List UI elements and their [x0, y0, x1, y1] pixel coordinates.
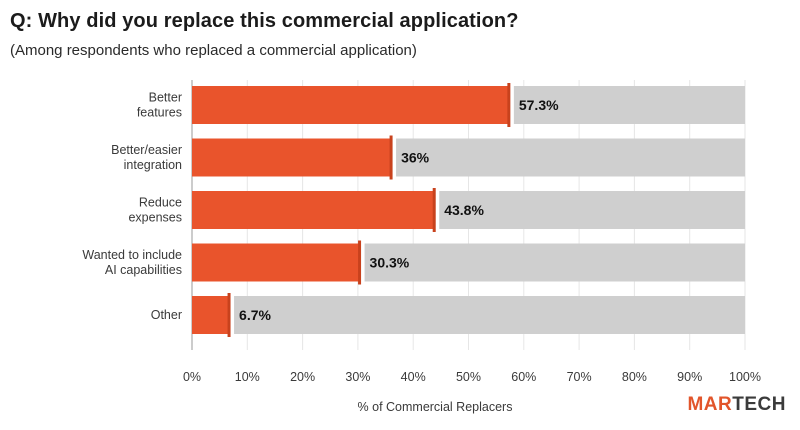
- bar-gap: [359, 243, 365, 282]
- x-tick-label: 0%: [183, 370, 201, 384]
- category-label: expenses: [128, 211, 182, 225]
- x-tick-label: 10%: [235, 370, 260, 384]
- category-label: features: [137, 106, 182, 120]
- bar: [192, 86, 509, 124]
- x-axis-label: % of Commercial Replacers: [357, 400, 513, 414]
- bar-end-cap: [389, 135, 393, 180]
- x-tick-label: 20%: [290, 370, 315, 384]
- category-label: Wanted to include: [82, 248, 182, 262]
- bar-gap: [434, 191, 440, 229]
- category-label: Better/easier: [111, 143, 182, 157]
- bar: [192, 138, 392, 177]
- x-tick-label: 80%: [622, 370, 647, 384]
- bar: [192, 296, 230, 334]
- bar: [192, 243, 360, 282]
- x-tick-label: 30%: [345, 370, 370, 384]
- bar-gap: [229, 296, 235, 334]
- x-tick-label: 60%: [511, 370, 536, 384]
- bar-end-cap: [227, 293, 231, 337]
- category-label: Other: [151, 308, 182, 322]
- x-tick-label: 40%: [401, 370, 426, 384]
- bar-gap: [508, 86, 514, 124]
- chart-subtitle: (Among respondents who replaced a commer…: [10, 42, 417, 59]
- brand-logo-part1: MAR: [687, 394, 733, 415]
- value-label: 6.7%: [239, 307, 271, 323]
- value-label: 30.3%: [370, 255, 410, 271]
- bar-end-cap: [507, 83, 511, 127]
- x-tick-label: 70%: [567, 370, 592, 384]
- brand-logo: MARTECH: [687, 394, 786, 416]
- category-label: Better: [149, 91, 182, 105]
- x-tick-label: 90%: [677, 370, 702, 384]
- x-tick-label: 100%: [729, 370, 761, 384]
- category-label: Reduce: [139, 196, 182, 210]
- bar-end-cap: [432, 188, 436, 232]
- x-tick-label: 50%: [456, 370, 481, 384]
- bar-gap: [391, 138, 397, 177]
- value-label: 36%: [401, 150, 430, 166]
- brand-logo-part2: TECH: [732, 394, 786, 415]
- bar-track: [192, 296, 745, 334]
- category-label: AI capabilities: [105, 263, 182, 277]
- bar: [192, 191, 435, 229]
- bar-end-cap: [358, 240, 362, 285]
- chart-title: Q: Why did you replace this commercial a…: [10, 10, 519, 32]
- value-label: 57.3%: [519, 97, 559, 113]
- value-label: 43.8%: [444, 202, 484, 218]
- category-label: integration: [124, 158, 182, 172]
